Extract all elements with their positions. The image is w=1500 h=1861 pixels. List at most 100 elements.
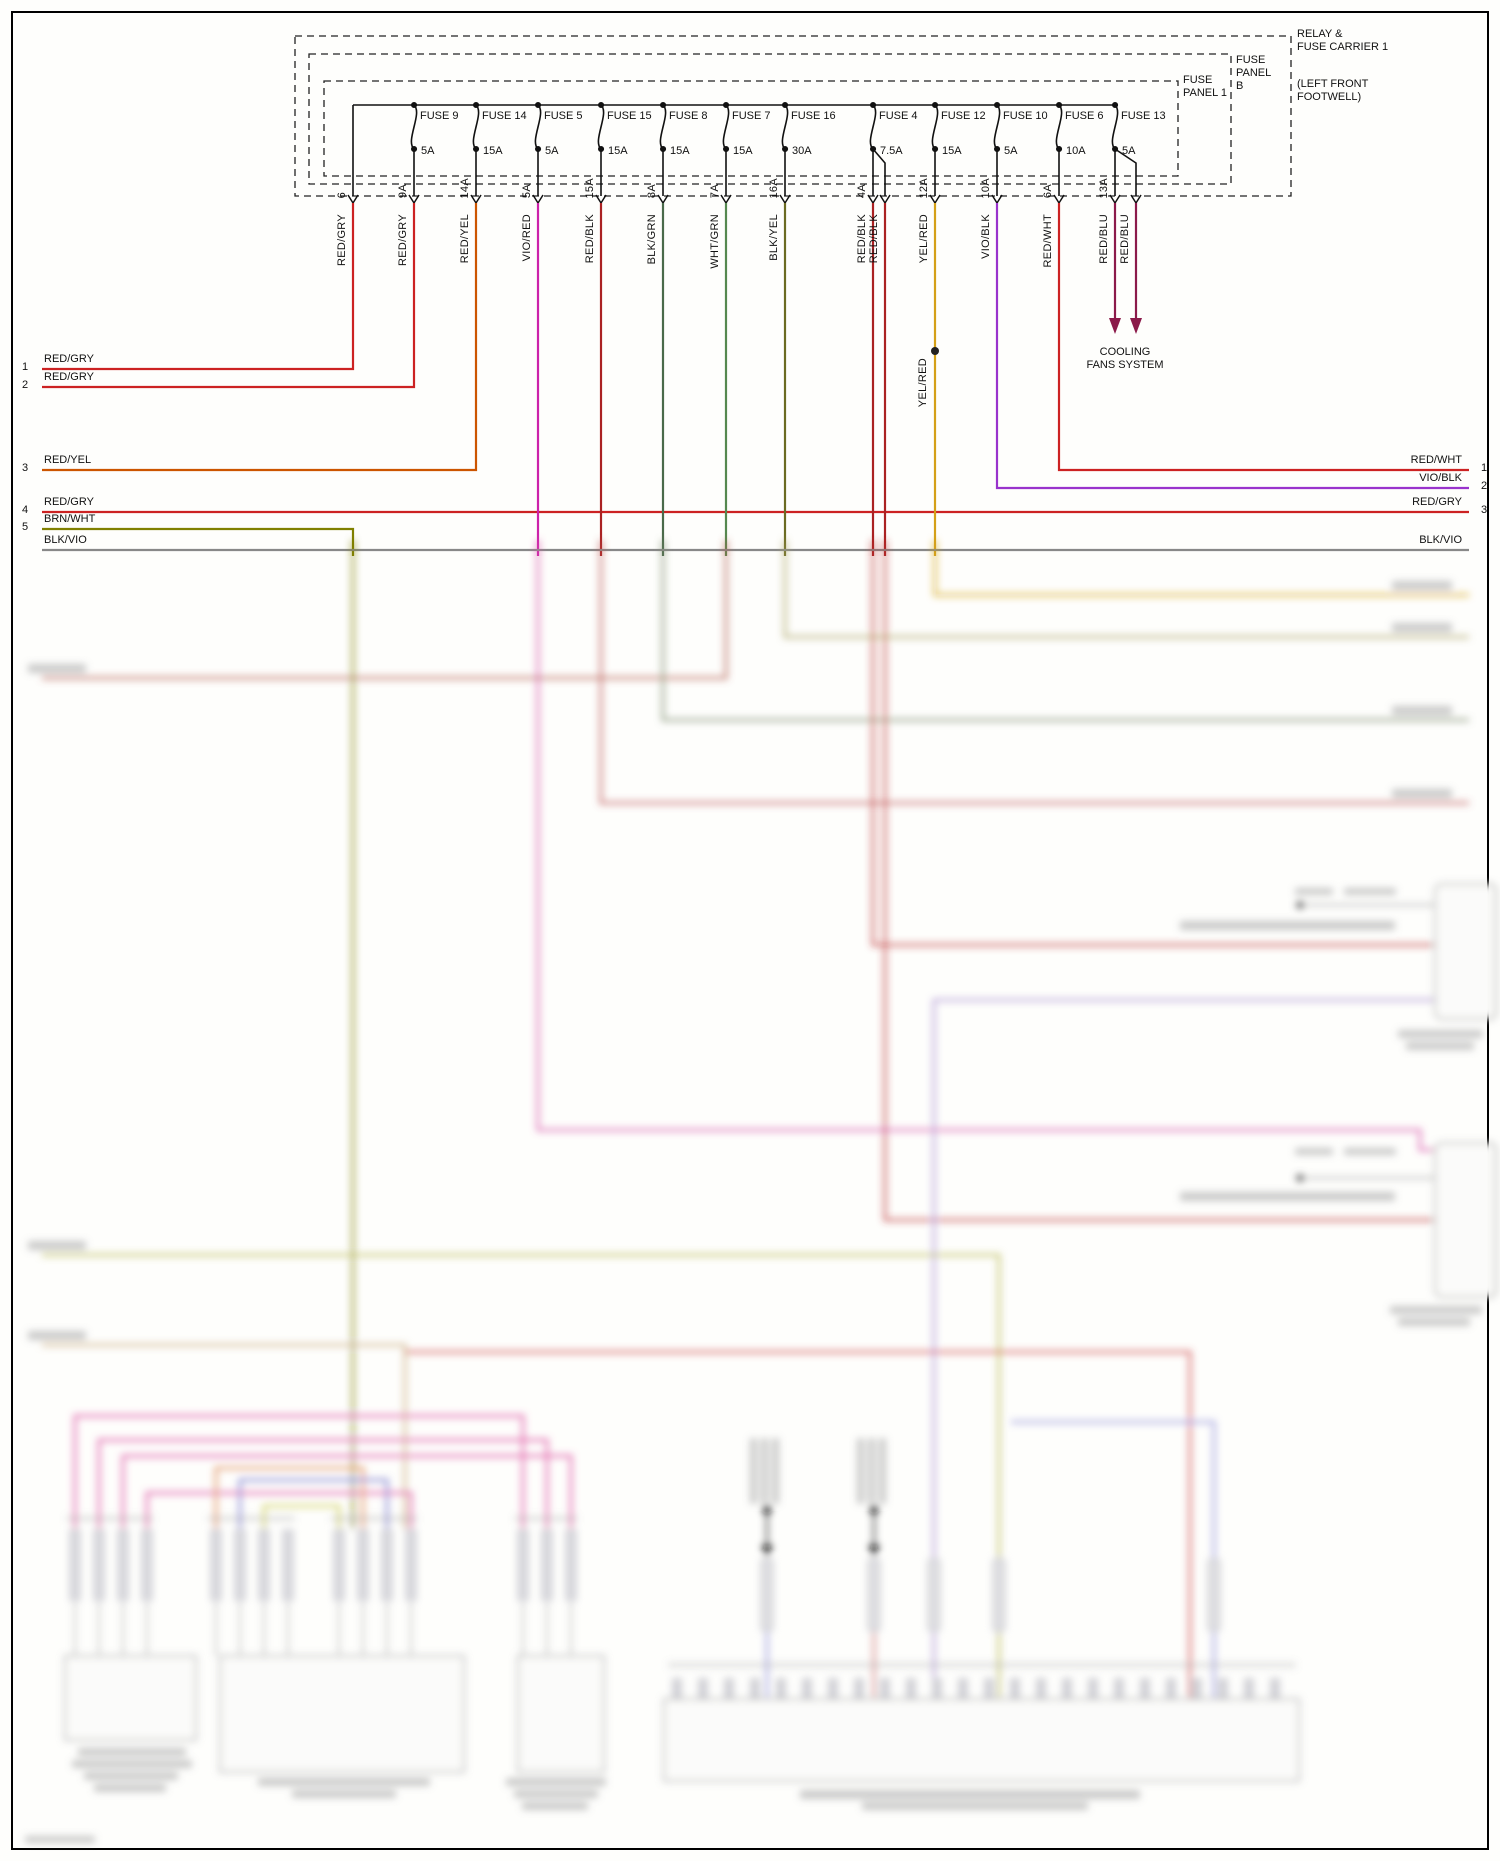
fuse-label: FUSE 10 — [1003, 110, 1048, 122]
wire-red-blu — [1113, 203, 1138, 320]
fuse-label: FUSE 5 — [544, 110, 583, 122]
yel-red-junction-label: YEL/RED — [917, 358, 929, 408]
blue-loop — [238, 1478, 389, 1529]
right-component-box — [1434, 1142, 1497, 1298]
blur-wire-pink — [536, 540, 1435, 1152]
wire-brn-wht — [42, 527, 355, 556]
pin-number-label: 10A — [980, 177, 992, 198]
component-box — [64, 1655, 197, 1741]
wire-color-label: RED/GRY — [336, 214, 348, 267]
right-wire-number: 1 — [1481, 462, 1488, 474]
single-pins — [760, 1558, 1221, 1632]
pin-to-box-stubs — [74, 1601, 572, 1656]
right-wire-label: BLK/VIO — [1419, 534, 1462, 546]
wire-red-gry — [42, 203, 1469, 514]
fuse-amp-label: 10A — [1066, 145, 1086, 157]
pin-number-label: 12A — [918, 177, 930, 198]
fuse-amp-label: 5A — [545, 145, 559, 157]
orange-loop — [214, 1466, 365, 1529]
yel-red-junction-dot — [931, 347, 939, 355]
connector-dot — [1296, 1174, 1304, 1182]
right-wire-label: RED/GRY — [1412, 496, 1462, 508]
blur-wire-khaki — [783, 540, 1469, 639]
blur-wire-brick-left — [42, 540, 728, 680]
pink-loop — [73, 1414, 525, 1529]
mid-arrows — [761, 1505, 880, 1558]
pin-number-label: 15A — [584, 177, 596, 198]
pin-number-label: 6 — [336, 191, 348, 198]
single-pin — [1207, 1558, 1221, 1632]
wire-color-label: RED/WHT — [1042, 214, 1054, 268]
blur-wire-purple — [932, 998, 1435, 1699]
fuse-panel-b-box — [308, 53, 1232, 185]
cooling-arrowheads — [1109, 318, 1142, 334]
right-wire-number: 3 — [1481, 504, 1488, 516]
wire-color-label: RED/YEL — [459, 214, 471, 264]
fuse-drop-lines — [352, 105, 1137, 196]
wire-color-label: RED/GRY — [397, 214, 409, 267]
junction-dot — [869, 1505, 879, 1515]
blurred-lower-section — [25, 540, 1497, 1843]
right-wire-label: RED/WHT — [1410, 454, 1462, 466]
fuse-amp-label: 5A — [1004, 145, 1018, 157]
arrow-stub — [766, 1514, 875, 1548]
fuse-amp-label: 7.5A — [880, 145, 903, 157]
pin-number-label: 4A — [856, 183, 868, 198]
pin-number-label: 13A — [1098, 177, 1110, 198]
fuse-panel-b-label: FUSE PANEL B — [1236, 54, 1272, 92]
left-wire-number: 1 — [22, 361, 29, 373]
blur-wire-red-mid — [405, 1350, 1192, 1699]
relay-fuse-carrier-label: RELAY & FUSE CARRIER 1 — [1297, 28, 1389, 53]
fuse-amp-label: 15A — [733, 145, 753, 157]
junction-dot — [762, 1505, 772, 1515]
fuse-label: FUSE 9 — [420, 110, 459, 122]
component-boxes — [64, 883, 1497, 1782]
fuse-amp-label: 5A — [421, 145, 435, 157]
fuse-label: FUSE 4 — [879, 110, 918, 122]
left-wire-label: RED/GRY — [44, 496, 94, 508]
fuse-amp-label: 15A — [670, 145, 690, 157]
wire-color-label: RED/BLK — [856, 214, 868, 264]
relay-fuse-carrier-box — [294, 35, 1292, 197]
fuse-row — [347, 102, 1142, 205]
blur-veil — [13, 556, 1487, 1848]
wire-color-label: RED/BLK — [584, 214, 596, 264]
fuse-label: FUSE 12 — [941, 110, 986, 122]
wire-red-blk — [599, 203, 887, 556]
cooling-fans-label: COOLING FANS SYSTEM — [1086, 346, 1164, 371]
blur-wire-redblk-right — [599, 540, 1469, 805]
module-box — [663, 1698, 1300, 1782]
left-wire-number: 4 — [22, 504, 29, 516]
blur-wire-grayGreen — [661, 540, 1469, 722]
pin-number-label: 6A — [1042, 183, 1054, 198]
fuse-label: FUSE 15 — [607, 110, 652, 122]
wire-color-label: VIO/RED — [521, 214, 533, 262]
left-wire-label: RED/YEL — [44, 454, 92, 466]
pin-number-label: 9A — [397, 183, 409, 198]
fuse-amp-label: 5A — [1122, 145, 1136, 157]
left-wire-label: BLK/VIO — [44, 534, 87, 546]
pin-number-label: 8A — [646, 183, 658, 198]
left-wire-number: 2 — [22, 379, 29, 391]
single-pin — [927, 1558, 941, 1632]
blur-wire-red-f4b — [883, 540, 1435, 1222]
wire-color-label: RED/BLU — [1119, 214, 1131, 264]
wire-color-label: BLK/GRN — [646, 214, 658, 265]
blur-wires — [42, 540, 1469, 1699]
fuse-label: FUSE 14 — [482, 110, 527, 122]
fuse-label: FUSE 7 — [732, 110, 771, 122]
single-pin — [867, 1558, 881, 1632]
wire-color-label: VIO/BLK — [980, 214, 992, 259]
fuse-label: FUSE 8 — [669, 110, 708, 122]
pin-number-label: 14A — [459, 177, 471, 198]
fuse-amp-label: 15A — [608, 145, 628, 157]
single-pin — [760, 1558, 774, 1632]
pink-loop — [121, 1454, 573, 1529]
right-component-box — [1434, 883, 1497, 1020]
blurred-text-blobs — [25, 581, 1483, 1843]
wire-red-yel — [42, 203, 478, 472]
fuse-panel-1-label: FUSE PANEL 1 — [1183, 74, 1228, 99]
fuse-label: FUSE 16 — [791, 110, 836, 122]
wire-color-label: WHT/GRN — [709, 214, 721, 269]
